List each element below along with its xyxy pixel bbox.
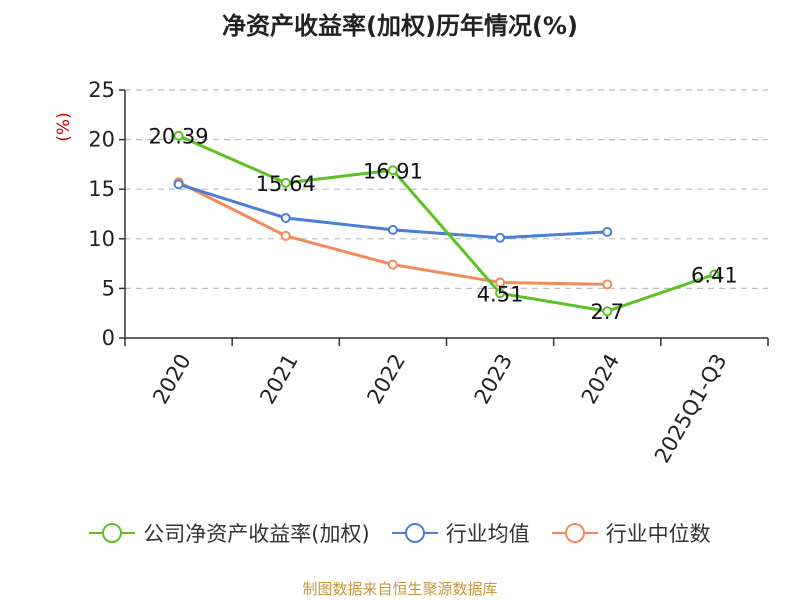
- x-tick-label: 2023: [470, 350, 518, 408]
- legend-label: 公司净资产收益率(加权): [143, 522, 370, 546]
- data-point: [173, 179, 184, 190]
- data-point: [387, 165, 398, 176]
- data-labels: 20.39 15.64 16.91 4.51 2.7 6.41: [149, 125, 738, 324]
- data-point: [387, 224, 398, 235]
- legend-item-company[interactable]: 公司净资产收益率(加权): [89, 518, 370, 548]
- data-point: [495, 277, 506, 288]
- series-lines: [173, 130, 720, 317]
- x-tick-label: 2024: [577, 350, 625, 408]
- legend-item-industry-median[interactable]: 行业中位数: [551, 518, 711, 548]
- y-tick-label: 10: [88, 227, 115, 251]
- source-footer: 制图数据来自恒生聚源数据库: [302, 580, 498, 598]
- data-point: [602, 306, 613, 317]
- y-axis-label: (%): [54, 112, 74, 141]
- x-tick-label: 2020: [148, 350, 196, 408]
- data-point: [709, 269, 720, 280]
- data-point: [602, 226, 613, 237]
- data-point: [280, 212, 291, 223]
- data-label: 4.51: [477, 282, 524, 306]
- data-point: [495, 232, 506, 243]
- x-tick-label: 2021: [255, 350, 303, 408]
- legend-line-circle-icon: [551, 523, 598, 543]
- data-point: [280, 230, 291, 241]
- legend-label: 行业中位数: [605, 522, 711, 546]
- x-tick-label: 2025Q1-Q3: [650, 350, 732, 467]
- y-tick-label: 0: [102, 326, 115, 350]
- y-tick-label: 25: [88, 78, 115, 102]
- data-point: [495, 288, 506, 299]
- data-label: 15.64: [256, 172, 316, 196]
- data-label: 20.39: [149, 125, 209, 149]
- data-label: 2.7: [591, 300, 624, 324]
- data-label: 6.41: [691, 263, 738, 287]
- legend-line-circle-icon: [391, 523, 438, 543]
- y-tick-label: 15: [88, 177, 115, 201]
- gridlines: [125, 89, 768, 289]
- series-line: [177, 134, 715, 313]
- data-point: [173, 130, 184, 141]
- chart-title: 净资产收益率(加权)历年情况(%): [222, 12, 578, 40]
- y-tick-label: 5: [102, 276, 115, 300]
- data-point: [602, 279, 613, 290]
- data-point: [280, 177, 291, 188]
- data-point: [387, 259, 398, 270]
- data-label: 16.91: [363, 159, 423, 183]
- legend-line-circle-icon: [89, 523, 136, 543]
- x-tick-label: 2022: [362, 350, 410, 408]
- legend-label: 行业均值: [445, 522, 530, 546]
- legend: 公司净资产收益率(加权) 行业均值 行业中位数: [0, 518, 800, 548]
- y-tick-label: 20: [88, 128, 115, 152]
- legend-item-industry-mean[interactable]: 行业均值: [391, 518, 530, 548]
